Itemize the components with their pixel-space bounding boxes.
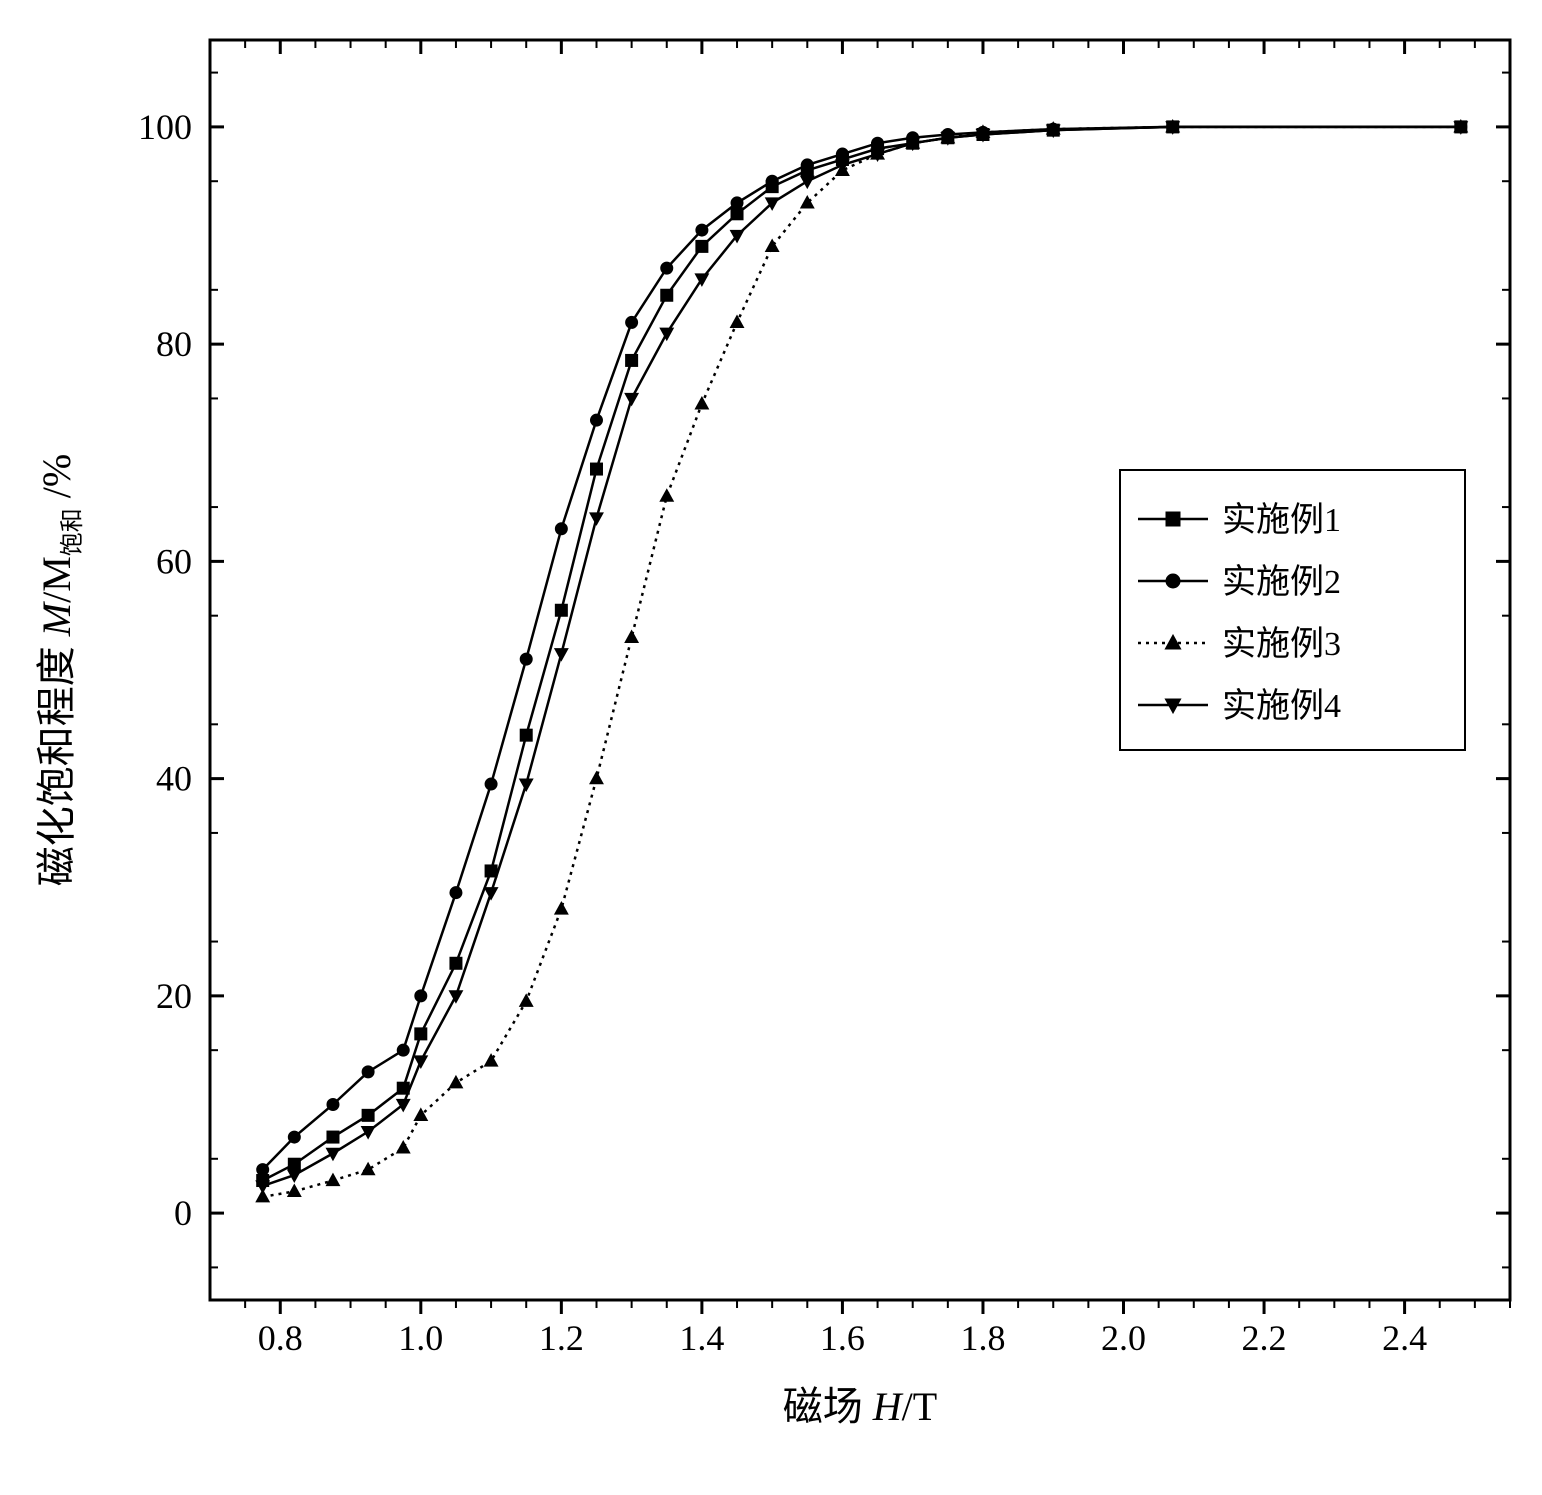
legend-label: 实施例4	[1222, 687, 1341, 725]
legend-label: 实施例2	[1222, 563, 1341, 601]
x-tick-label: 1.0	[398, 1318, 443, 1358]
y-tick-label: 40	[156, 759, 192, 799]
x-tick-label: 1.6	[820, 1318, 865, 1358]
legend-label: 实施例3	[1222, 625, 1341, 663]
chart-svg: 0.8 1.0 1.2 1.4 1.6 1.8 2.0 2.2 2.4 0 20 40 60 80 100 磁…	[0, 0, 1542, 1495]
x-tick-label: 2.4	[1382, 1318, 1427, 1358]
y-tick-label: 60	[156, 541, 192, 581]
chart-container: 0.8 1.0 1.2 1.4 1.6 1.8 2.0 2.2 2.4 0 20 40 60 80 100 磁…	[0, 0, 1542, 1495]
x-tick-label: 2.2	[1242, 1318, 1287, 1358]
x-tick-label: 0.8	[258, 1318, 303, 1358]
x-tick-label: 1.4	[679, 1318, 724, 1358]
y-tick-label: 100	[138, 107, 192, 147]
x-axis-label: 磁场 H/T	[783, 1384, 937, 1429]
x-tick-label: 1.2	[539, 1318, 584, 1358]
legend: 实施例1 实施例2 实施例3 实施例4	[1120, 470, 1465, 750]
x-tick-label: 2.0	[1101, 1318, 1146, 1358]
x-tick-label: 1.8	[960, 1318, 1005, 1358]
legend-label: 实施例1	[1222, 501, 1341, 539]
y-tick-label: 20	[156, 976, 192, 1016]
y-tick-label: 0	[174, 1193, 192, 1233]
y-tick-label: 80	[156, 324, 192, 364]
